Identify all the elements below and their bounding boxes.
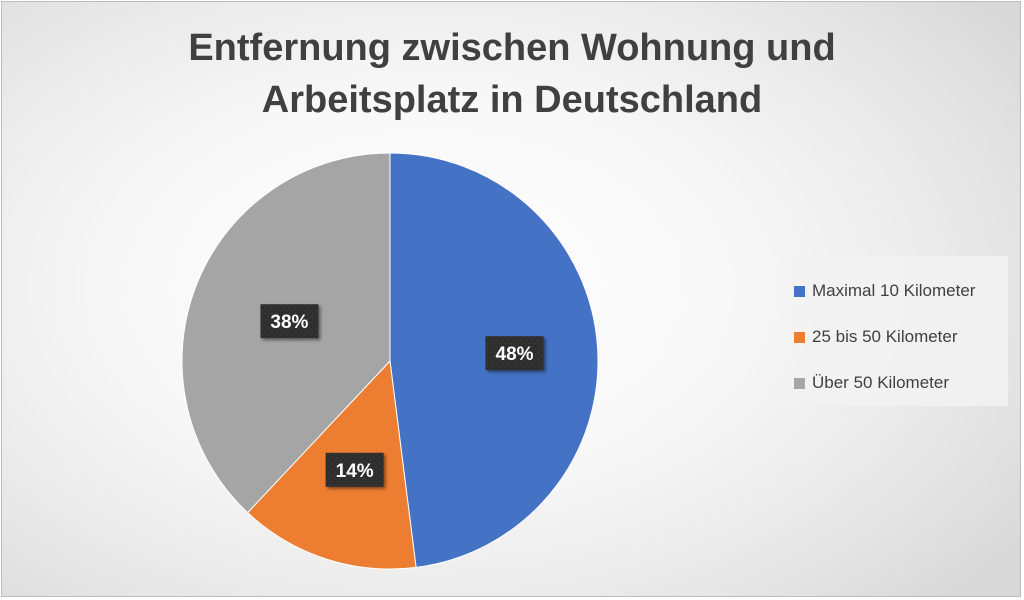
data-label-ueber-50-km: 38% bbox=[260, 304, 319, 339]
pie-data-labels: 48% 14% 38% bbox=[260, 304, 544, 487]
data-label-text-ueber-50-km: 38% bbox=[270, 312, 308, 333]
legend-swatch-25-bis-50-km bbox=[794, 331, 805, 343]
data-label-box-maximal-10-km bbox=[485, 336, 544, 371]
chart-title-line-2: Arbeitsplatz in Deutschland bbox=[261, 79, 763, 121]
legend-item-maximal-10-km: Maximal 10 Kilometer bbox=[794, 268, 1008, 314]
legend-item-ueber-50-km: Über 50 Kilometer bbox=[794, 360, 1008, 406]
legend-label-maximal-10-km: Maximal 10 Kilometer bbox=[812, 281, 976, 300]
chart-title: Entfernung zwischen Wohnung und Arbeitsp… bbox=[0, 22, 1024, 126]
data-label-25-bis-50-km: 14% bbox=[325, 452, 384, 487]
data-label-text-maximal-10-km: 48% bbox=[496, 344, 534, 365]
legend-label-25-bis-50-km: 25 bis 50 Kilometer bbox=[812, 327, 958, 346]
data-label-box-25-bis-50-km bbox=[325, 452, 384, 487]
chart-title-line-1: Entfernung zwischen Wohnung und bbox=[188, 27, 836, 69]
data-label-box-ueber-50-km bbox=[260, 304, 319, 339]
legend-swatch-ueber-50-km bbox=[794, 377, 805, 389]
legend-item-25-bis-50-km: 25 bis 50 Kilometer bbox=[794, 314, 1008, 360]
chart-legend: Maximal 10 Kilometer 25 bis 50 Kilometer… bbox=[786, 256, 1008, 406]
legend-swatch-maximal-10-km bbox=[794, 285, 805, 297]
data-label-maximal-10-km: 48% bbox=[485, 336, 544, 371]
data-label-text-25-bis-50-km: 14% bbox=[336, 461, 374, 482]
legend-label-ueber-50-km: Über 50 Kilometer bbox=[812, 373, 950, 392]
